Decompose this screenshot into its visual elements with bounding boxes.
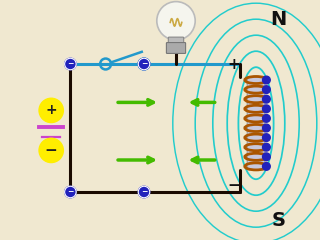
Circle shape [157, 2, 195, 40]
Circle shape [263, 76, 270, 84]
Circle shape [263, 114, 270, 122]
Circle shape [263, 105, 270, 113]
FancyBboxPatch shape [166, 42, 186, 54]
Text: −: − [67, 187, 74, 197]
Text: −: − [45, 143, 58, 158]
Text: +: + [45, 103, 57, 117]
Text: −: − [141, 187, 147, 197]
Circle shape [39, 98, 63, 123]
Circle shape [65, 58, 76, 70]
Circle shape [138, 186, 150, 198]
Text: +: + [227, 57, 240, 72]
Circle shape [263, 134, 270, 141]
Circle shape [65, 186, 76, 198]
FancyBboxPatch shape [247, 77, 265, 170]
Circle shape [39, 138, 63, 162]
Text: S: S [271, 211, 285, 230]
Circle shape [263, 153, 270, 161]
Circle shape [263, 143, 270, 151]
Text: −: − [227, 178, 240, 193]
Circle shape [138, 58, 150, 70]
Circle shape [263, 86, 270, 93]
Text: −: − [141, 60, 147, 68]
Text: N: N [270, 10, 286, 29]
Text: −: − [67, 60, 74, 68]
Circle shape [263, 162, 270, 170]
Circle shape [263, 95, 270, 103]
Circle shape [263, 124, 270, 132]
FancyBboxPatch shape [168, 37, 184, 45]
